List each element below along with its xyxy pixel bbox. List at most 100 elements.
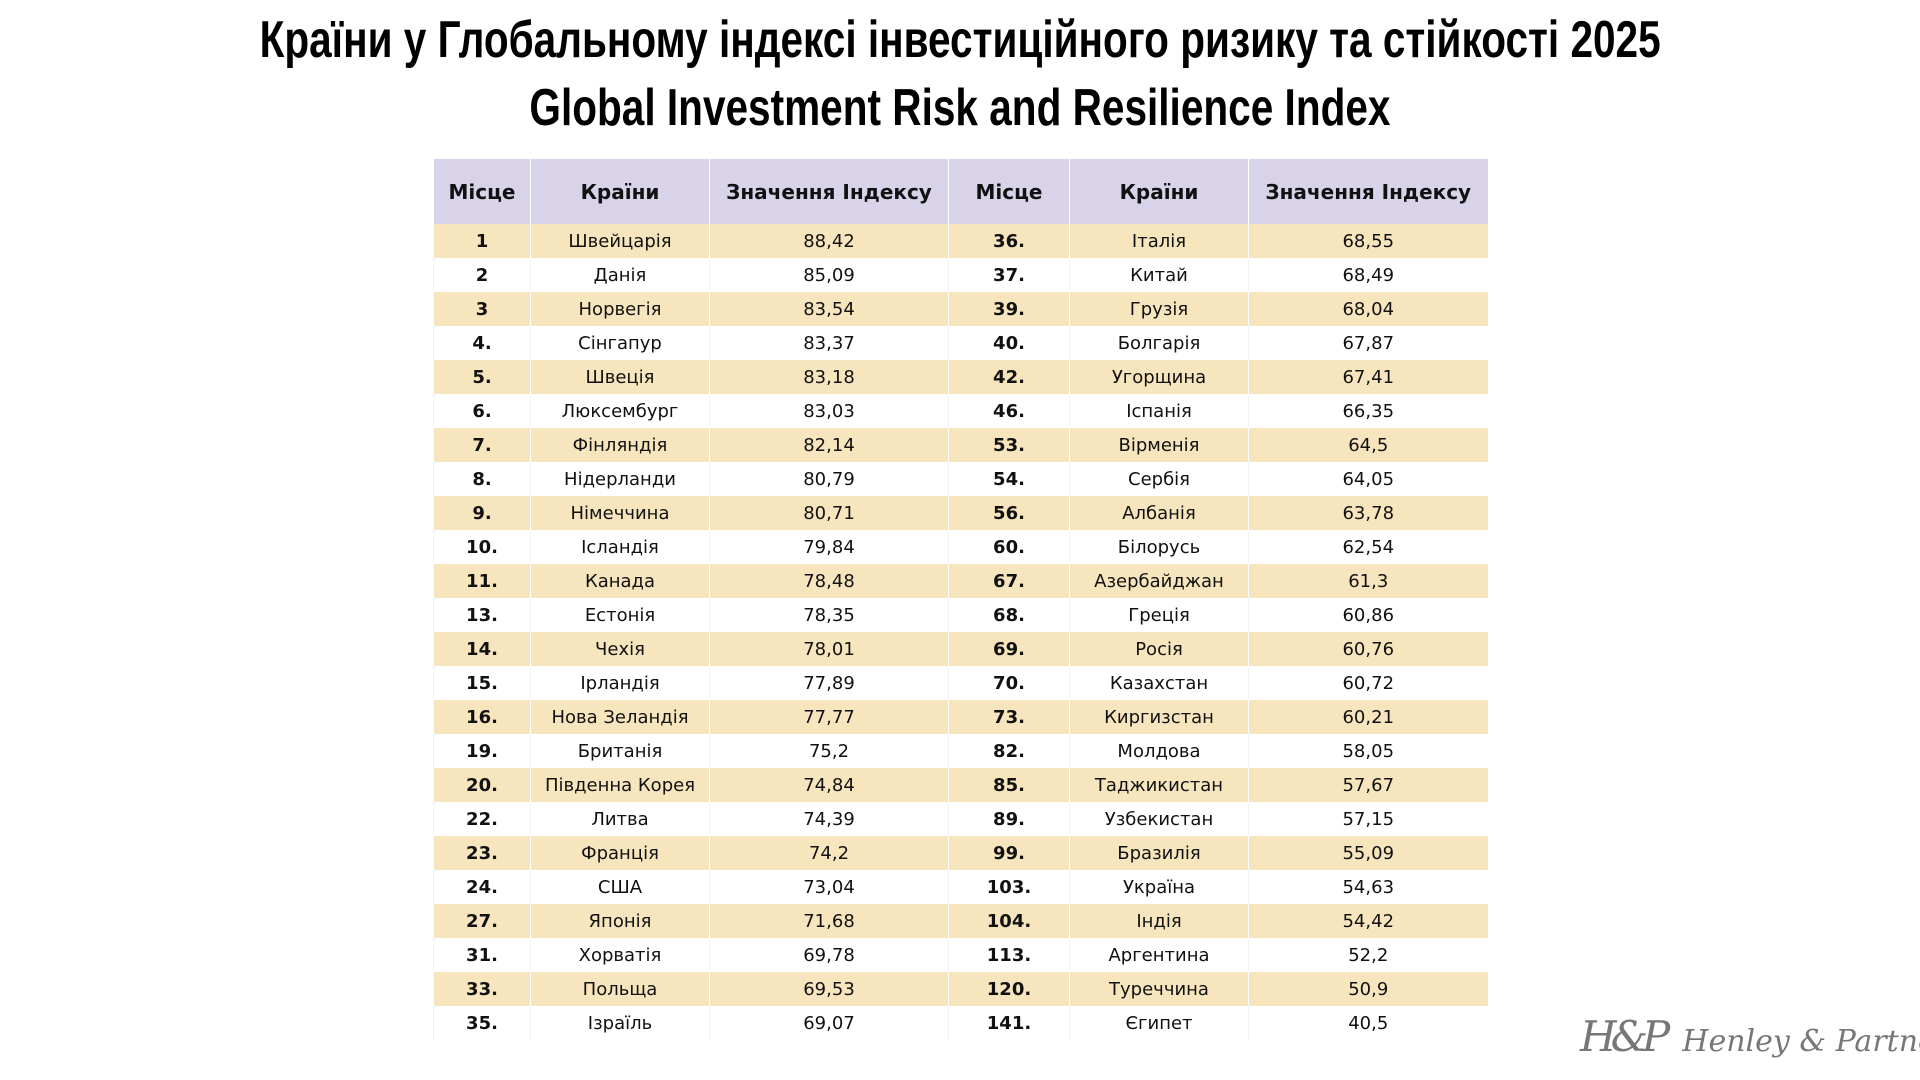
cell-index-value: 82,14 [709,428,949,462]
cell-index-value: 52,2 [1248,938,1488,972]
cell-country: Нідерланди [530,462,710,496]
table-row: 22. Литва 74,39 89. Узбекистан 57,15 [433,802,1488,836]
cell-rank: 15. [433,666,531,700]
cell-rank: 7. [433,428,531,462]
cell-rank: 82. [948,734,1070,768]
table-row: 5. Швеція 83,18 42. Угорщина 67,41 [433,360,1488,394]
cell-country: Білорусь [1069,530,1249,564]
table-row: 1 Швейцарія 88,42 36. Італія 68,55 [433,224,1488,258]
cell-country: Люксембург [530,394,710,428]
cell-country: Швейцарія [530,224,710,258]
cell-country: Казахстан [1069,666,1249,700]
cell-index-value: 83,18 [709,360,949,394]
cell-rank: 141. [948,1006,1070,1040]
cell-rank: 24. [433,870,531,904]
cell-index-value: 73,04 [709,870,949,904]
cell-index-value: 68,49 [1248,258,1488,292]
cell-index-value: 78,35 [709,598,949,632]
cell-country: Сінгапур [530,326,710,360]
cell-country: Канада [530,564,710,598]
cell-country: Болгарія [1069,326,1249,360]
index-table: Місце Країни Значення Індексу Місце Країни Зн… [433,159,1488,1040]
cell-index-value: 63,78 [1248,496,1488,530]
cell-country: Єгипет [1069,1006,1249,1040]
cell-country: Сербія [1069,462,1249,496]
cell-country: Хорватія [530,938,710,972]
cell-index-value: 83,54 [709,292,949,326]
cell-country: Індія [1069,904,1249,938]
column-header-index-value: Значення Індексу [709,159,949,224]
cell-country: Ісландія [530,530,710,564]
table-row: 10. Ісландія 79,84 60. Білорусь 62,54 [433,530,1488,564]
table-row: 35. Ізраїль 69,07 141. Єгипет 40,5 [433,1006,1488,1040]
cell-index-value: 55,09 [1248,836,1488,870]
cell-index-value: 74,84 [709,768,949,802]
cell-rank: 20. [433,768,531,802]
cell-index-value: 54,42 [1248,904,1488,938]
cell-index-value: 77,89 [709,666,949,700]
cell-rank: 27. [433,904,531,938]
cell-country: Аргентина [1069,938,1249,972]
cell-country: Чехія [530,632,710,666]
cell-rank: 4. [433,326,531,360]
henley-partners-logo: H&P Henley & Partners [1580,1012,1920,1061]
table-row: 4. Сінгапур 83,37 40. Болгарія 67,87 [433,326,1488,360]
cell-rank: 33. [433,972,531,1006]
cell-rank: 10. [433,530,531,564]
cell-rank: 113. [948,938,1070,972]
cell-index-value: 60,76 [1248,632,1488,666]
cell-country: Киргизстан [1069,700,1249,734]
cell-rank: 37. [948,258,1070,292]
cell-country: США [530,870,710,904]
cell-rank: 104. [948,904,1070,938]
table-row: 11. Канада 78,48 67. Азербайджан 61,3 [433,564,1488,598]
cell-index-value: 75,2 [709,734,949,768]
table-row: 14. Чехія 78,01 69. Росія 60,76 [433,632,1488,666]
table-row: 13. Естонія 78,35 68. Греція 60,86 [433,598,1488,632]
cell-index-value: 62,54 [1248,530,1488,564]
cell-rank: 42. [948,360,1070,394]
cell-index-value: 79,84 [709,530,949,564]
title-english-text: Global Investment Risk and Resilience In… [529,79,1391,137]
cell-rank: 46. [948,394,1070,428]
table-row: 2 Данія 85,09 37. Китай 68,49 [433,258,1488,292]
logo-monogram: H&P [1580,1012,1670,1061]
table-header-row: Місце Країни Значення Індексу Місце Країни Зн… [433,159,1488,224]
cell-country: Азербайджан [1069,564,1249,598]
cell-rank: 31. [433,938,531,972]
cell-index-value: 40,5 [1248,1006,1488,1040]
cell-rank: 68. [948,598,1070,632]
cell-rank: 89. [948,802,1070,836]
cell-index-value: 68,04 [1248,292,1488,326]
cell-rank: 120. [948,972,1070,1006]
cell-country: Польща [530,972,710,1006]
table-row: 19. Британія 75,2 82. Молдова 58,05 [433,734,1488,768]
cell-rank: 19. [433,734,531,768]
cell-index-value: 83,37 [709,326,949,360]
column-header-country: Країни [530,159,710,224]
cell-index-value: 80,71 [709,496,949,530]
cell-country: Росія [1069,632,1249,666]
cell-rank: 6. [433,394,531,428]
cell-rank: 56. [948,496,1070,530]
table-row: 15. Ірландія 77,89 70. Казахстан 60,72 [433,666,1488,700]
cell-rank: 1 [433,224,531,258]
cell-rank: 99. [948,836,1070,870]
cell-country: Грузія [1069,292,1249,326]
table-row: 27. Японія 71,68 104. Індія 54,42 [433,904,1488,938]
cell-country: Узбекистан [1069,802,1249,836]
logo-name: Henley & Partners [1682,1024,1920,1059]
cell-rank: 53. [948,428,1070,462]
cell-rank: 13. [433,598,531,632]
cell-country: Швеція [530,360,710,394]
cell-rank: 70. [948,666,1070,700]
cell-index-value: 69,07 [709,1006,949,1040]
cell-index-value: 60,72 [1248,666,1488,700]
cell-country: Ізраїль [530,1006,710,1040]
cell-country: Туреччина [1069,972,1249,1006]
cell-rank: 2 [433,258,531,292]
cell-index-value: 71,68 [709,904,949,938]
cell-country: Естонія [530,598,710,632]
cell-index-value: 57,67 [1248,768,1488,802]
cell-rank: 3 [433,292,531,326]
